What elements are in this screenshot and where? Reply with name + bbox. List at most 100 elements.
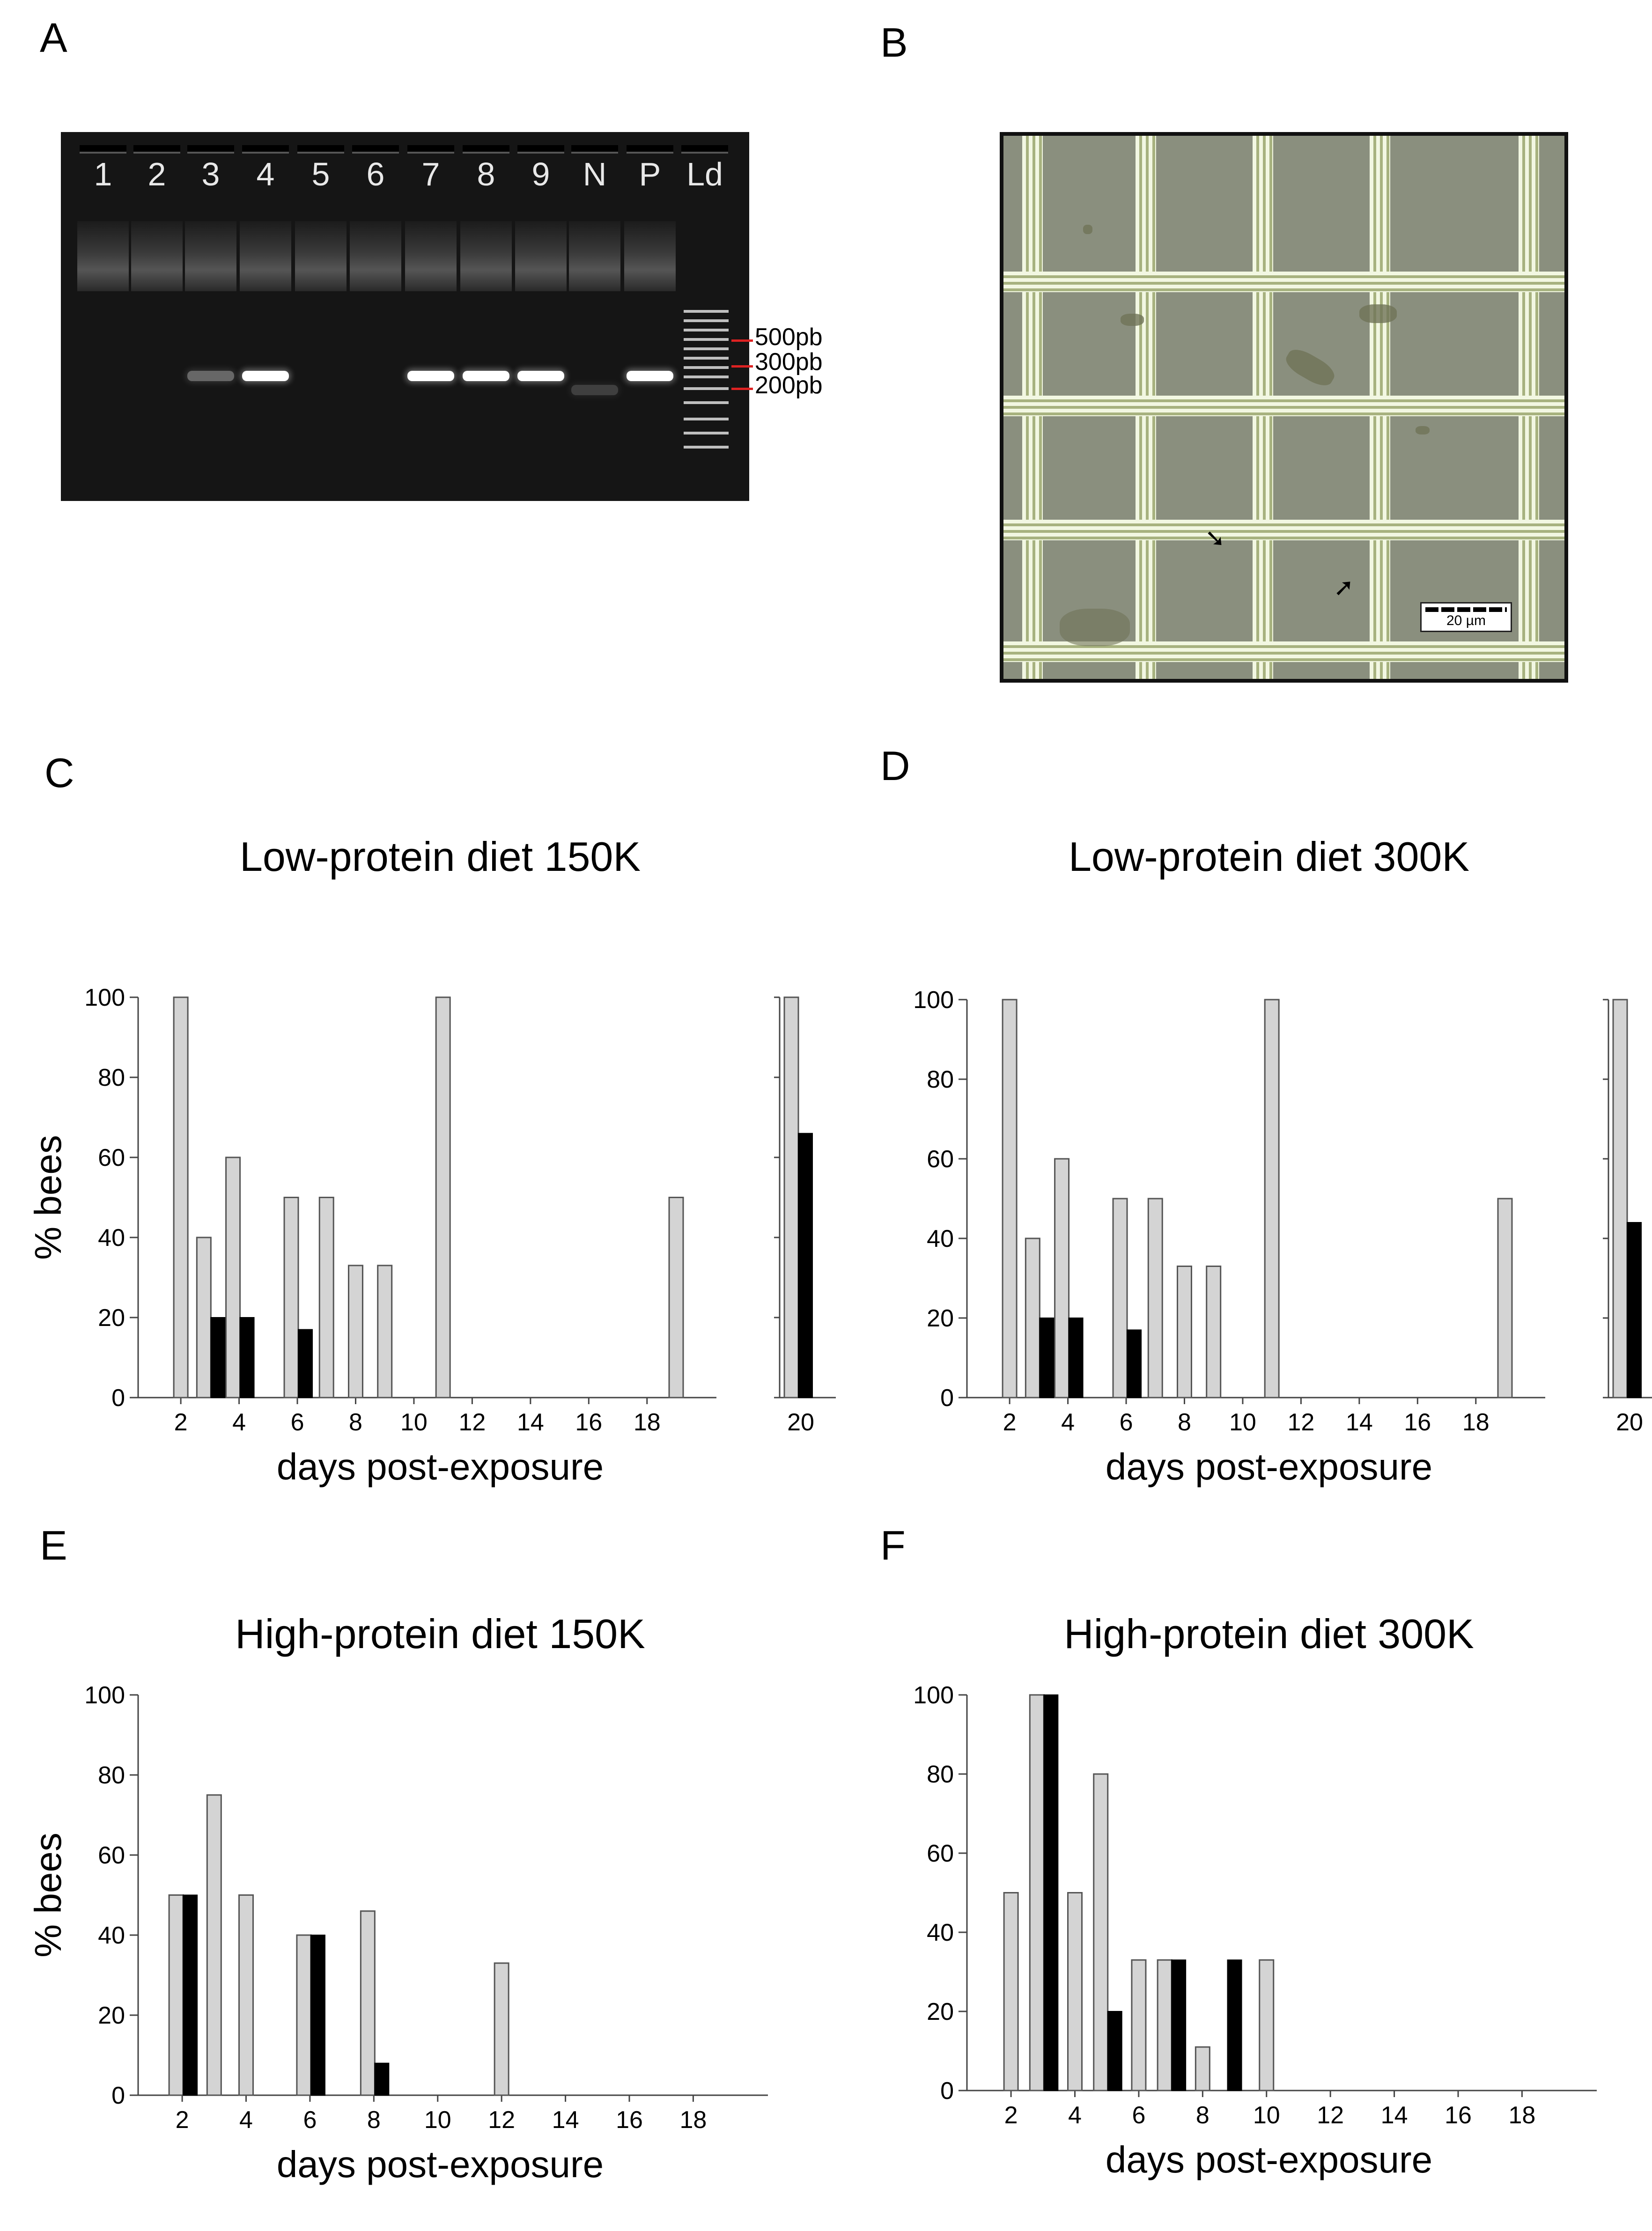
- lane-label-9: 9: [531, 156, 550, 192]
- x-tick-label: 10: [1229, 1409, 1256, 1436]
- gel-well: [80, 145, 126, 154]
- ladder-band: [684, 446, 729, 449]
- lane-label-6: 6: [366, 156, 385, 192]
- bar-gray-day-3: [1029, 1694, 1045, 2091]
- x-tick-label: 6: [291, 1409, 304, 1436]
- y-tick-label: 80: [927, 1066, 954, 1093]
- x-tick-label: 12: [1287, 1409, 1314, 1436]
- ladder-band: [684, 376, 729, 378]
- pcr-band: [463, 371, 509, 381]
- x-tick-label: 12: [458, 1409, 486, 1436]
- pcr-band: [407, 371, 454, 381]
- bar-gray-day-20: [783, 996, 799, 1399]
- bar-black-day-4: [239, 1317, 255, 1398]
- bar-gray-day-9: [1206, 1266, 1222, 1399]
- bar-gray-day-2: [168, 1894, 184, 2096]
- y-tick-label: 100: [84, 1682, 125, 1709]
- ladder-band: [684, 432, 729, 434]
- lane-smear: [77, 221, 129, 291]
- bar-black-day-4: [1068, 1318, 1084, 1398]
- lane-smear: [515, 221, 567, 291]
- y-tick-label: 0: [940, 1384, 954, 1412]
- bar-black-day-3: [210, 1317, 226, 1398]
- bar-gray-day-2: [1003, 1892, 1019, 2091]
- lane-smear: [460, 221, 512, 291]
- x-axis-label: days post-exposure: [1106, 1446, 1432, 1487]
- x-tick-label: 4: [232, 1409, 246, 1436]
- y-tick-label: 80: [927, 1761, 954, 1788]
- x-tick-label: 16: [1404, 1409, 1431, 1436]
- x-axis-label: days post-exposure: [277, 2143, 604, 2185]
- ladder-band: [684, 310, 729, 313]
- y-tick-label: 0: [111, 1384, 125, 1412]
- marker-tick-300: [731, 365, 753, 368]
- x-tick-label: 18: [1508, 2102, 1535, 2129]
- x-tick-label: 10: [400, 1409, 428, 1436]
- chart-title: Low-protein diet 300K: [1069, 833, 1469, 880]
- bar-black-day-20: [1627, 1222, 1642, 1398]
- lane-label-8: 8: [477, 156, 495, 192]
- pcr-band: [517, 371, 564, 381]
- scale-bar-label: 20 µm: [1446, 613, 1486, 628]
- x-tick-label: 18: [679, 2106, 707, 2134]
- panel-label-f: F: [880, 1522, 906, 1568]
- gel-well: [517, 145, 564, 154]
- bar-gray-day-6: [1131, 1959, 1147, 2091]
- x-tick-label: 14: [1381, 2102, 1408, 2129]
- x-tick-label: 12: [1317, 2102, 1344, 2129]
- panel-label-a: A: [40, 15, 67, 61]
- y-tick-label: 20: [927, 1305, 954, 1332]
- chart-c: Low-protein diet 150K % bees 0 20 40 60 80 100 2…: [27, 833, 836, 1487]
- bar-gray-day-7: [1157, 1959, 1173, 2091]
- y-tick-label: 100: [913, 987, 954, 1014]
- gel-well: [133, 145, 180, 154]
- chart-title: High-protein diet 150K: [235, 1611, 645, 1657]
- y-tick-label: 20: [927, 1998, 954, 2025]
- bar-gray-day-8: [360, 1910, 376, 2096]
- x-tick-label: 2: [1003, 1409, 1017, 1436]
- lane-smear: [569, 221, 620, 291]
- bar-gray-day-8: [1195, 2046, 1210, 2091]
- lane-smear: [240, 221, 291, 291]
- bar-gray-day-3: [1025, 1237, 1040, 1399]
- chart-title: Low-protein diet 150K: [240, 833, 641, 880]
- panel-label-e: E: [40, 1522, 67, 1568]
- y-tick-label: 40: [98, 1224, 125, 1252]
- x-tick-label: 4: [1068, 2102, 1082, 2129]
- ladder-band: [684, 347, 729, 350]
- y-tick-label: 100: [84, 984, 125, 1011]
- bar-black-day-6: [298, 1329, 313, 1399]
- bar-gray-day-6: [1112, 1198, 1128, 1399]
- bar-gray-day-20: [1612, 999, 1628, 1399]
- lane-smear: [295, 221, 347, 291]
- x-axis-label: days post-exposure: [1106, 2139, 1432, 2180]
- y-tick-label: 40: [927, 1225, 954, 1252]
- bar-gray-day-9: [377, 1265, 393, 1399]
- lane-label-4: 4: [256, 156, 275, 192]
- pcr-band: [627, 371, 673, 381]
- gel-well: [463, 145, 509, 154]
- bar-black-day-20: [798, 1133, 813, 1398]
- y-tick-label: 80: [98, 1064, 125, 1091]
- bar-gray-day-5: [1093, 1773, 1109, 2091]
- gel-electrophoresis-image: 1 2 3 4 5 6 7 8 9 N P Ld: [61, 132, 749, 501]
- bar-gray-day-6: [283, 1197, 299, 1399]
- x-tick-label: 6: [1120, 1409, 1133, 1436]
- chart-d: Low-protein diet 300K 0 20 40 60 80 100 2 4 6 8 10 1…: [913, 833, 1652, 1487]
- marker-tick-500: [731, 339, 753, 342]
- bar-gray-day-2: [173, 996, 189, 1399]
- lane-label-5: 5: [311, 156, 330, 192]
- microscope-image: ➘ ➚ 20 µm: [1000, 132, 1568, 683]
- spore-arrow-1: ➘: [1205, 525, 1225, 552]
- size-marker-300: 300pb: [755, 348, 823, 376]
- x-tick-label: 20: [1616, 1409, 1643, 1436]
- bar-gray-day-11: [435, 996, 451, 1399]
- y-tick-label: 40: [927, 1919, 954, 1946]
- chart-f: High-protein diet 300K 0 20 40 60 80 100 2 4 6 8 10…: [913, 1611, 1597, 2180]
- bar-gray-day-12: [494, 1962, 509, 2096]
- x-tick-label: 18: [634, 1409, 661, 1436]
- lane-smear: [131, 221, 183, 291]
- x-tick-label: 14: [552, 2106, 579, 2134]
- lane-smear: [405, 221, 457, 291]
- x-tick-label: 2: [1004, 2102, 1018, 2129]
